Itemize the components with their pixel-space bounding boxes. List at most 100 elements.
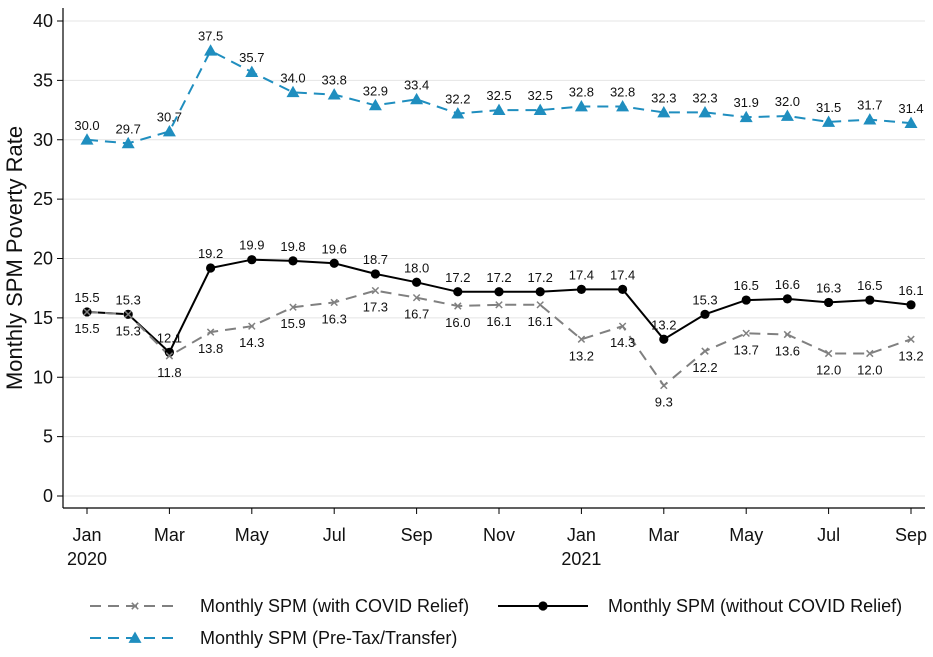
data-label: 17.2 [528, 270, 553, 285]
data-label: 16.1 [898, 283, 923, 298]
data-label: 16.1 [486, 314, 511, 329]
data-point [863, 113, 877, 125]
data-point-stroke [330, 298, 338, 307]
legend-item-pretax: Monthly SPM (Pre-Tax/Transfer) [90, 628, 457, 648]
legend-label: Monthly SPM (Pre-Tax/Transfer) [200, 628, 457, 648]
data-point [368, 98, 382, 111]
data-label: 16.7 [404, 307, 429, 322]
data-label: 19.6 [322, 241, 347, 256]
x-tick-label: Jan [567, 525, 596, 545]
data-label: 31.4 [898, 101, 923, 116]
series-labels-pretax: 30.0 29.7 30.7 37.5 35.7 34.0 33.8 32.9 33.4 32.2… [74, 29, 923, 137]
data-point-stroke [495, 301, 503, 309]
data-label: 12.0 [816, 363, 841, 378]
data-label: 12.0 [857, 363, 882, 378]
data-point [657, 105, 671, 118]
data-point [824, 297, 834, 308]
data-point-stroke [371, 286, 380, 295]
data-point [698, 105, 712, 118]
data-point [495, 301, 503, 309]
x-tick-label: Jan [72, 525, 101, 545]
data-point-stroke [165, 352, 174, 360]
data-point-stroke [660, 381, 668, 390]
data-point-stroke [742, 329, 750, 338]
data-point [162, 124, 176, 137]
data-point [131, 602, 139, 610]
data-labels: 30.0 29.7 30.7 37.5 35.7 34.0 33.8 32.9 33.4 32.2… [74, 29, 923, 410]
data-label: 13.7 [734, 342, 759, 357]
legend-label: Monthly SPM (without COVID Relief) [608, 596, 902, 616]
data-label: 18.0 [404, 260, 429, 275]
data-point [165, 352, 174, 360]
data-point [494, 287, 504, 297]
data-point-stroke [907, 335, 915, 343]
data-point [412, 293, 421, 302]
data-point [535, 287, 545, 297]
x-axis-ticks: Jan 2020 Mar May Jul Sep Nov Jan 2021 Mar May Jul Se… [67, 508, 927, 569]
data-point [538, 601, 548, 611]
data-point [454, 302, 462, 310]
y-axis-label: Monthly SPM Poverty Rate [2, 126, 27, 390]
data-label: 16.5 [857, 278, 882, 293]
data-point-stroke [866, 349, 874, 358]
data-label: 30.7 [157, 109, 182, 124]
data-label: 14.3 [610, 335, 635, 350]
data-point [83, 308, 91, 316]
data-label: 32.8 [569, 85, 594, 100]
data-point [410, 92, 424, 105]
y-axis-ticks: 0 5 10 15 20 25 30 35 40 [33, 11, 63, 506]
data-label: 15.3 [116, 292, 141, 307]
x-tick-label: Sep [895, 525, 927, 545]
data-point-stroke [289, 303, 297, 311]
series-labels-with: 15.5 15.3 11.8 13.8 14.3 15.9 16.3 17.3 16.7 16.0… [74, 300, 923, 410]
data-label: 32.5 [528, 88, 553, 103]
data-label: 32.8 [610, 85, 635, 100]
data-label: 30.0 [74, 118, 99, 133]
data-point [245, 65, 259, 77]
data-label: 16.1 [528, 314, 553, 329]
data-point [701, 347, 709, 355]
data-point [370, 269, 380, 279]
data-point [412, 277, 422, 287]
data-point [533, 103, 547, 115]
y-tick-label: 10 [33, 367, 53, 387]
data-point [327, 88, 341, 100]
data-point [700, 309, 710, 319]
data-label: 13.2 [651, 317, 676, 332]
data-point [576, 284, 587, 294]
data-point-stroke [412, 293, 421, 302]
data-label: 16.0 [445, 315, 470, 330]
data-point [80, 133, 94, 145]
data-point [206, 328, 215, 336]
data-label: 31.5 [816, 100, 841, 115]
y-tick-label: 5 [43, 427, 53, 447]
data-label: 12.1 [157, 330, 182, 345]
data-point [371, 286, 380, 295]
data-label: 11.8 [157, 365, 181, 380]
data-point [329, 258, 339, 268]
data-label: 33.8 [322, 73, 347, 88]
data-label: 17.4 [610, 267, 635, 282]
data-label: 17.3 [363, 300, 388, 315]
data-point [330, 298, 338, 307]
data-point [289, 303, 297, 311]
data-label: 17.2 [445, 270, 470, 285]
data-point-stroke [783, 330, 792, 339]
data-label: 35.7 [239, 50, 264, 65]
data-point [822, 115, 836, 127]
data-point [739, 110, 753, 123]
data-label: 34.0 [280, 70, 305, 85]
data-label: 33.4 [404, 77, 429, 92]
data-point [659, 334, 669, 344]
data-label: 16.6 [775, 277, 800, 292]
data-point [660, 381, 668, 390]
data-point [616, 100, 630, 112]
data-label: 18.7 [363, 252, 388, 267]
x-tick-label: Jul [323, 525, 346, 545]
x-tick-label: Sep [401, 525, 433, 545]
data-label: 15.5 [74, 321, 99, 336]
data-label: 13.2 [569, 348, 594, 363]
data-point [204, 44, 218, 56]
data-point [451, 107, 465, 119]
data-label: 16.5 [734, 278, 759, 293]
